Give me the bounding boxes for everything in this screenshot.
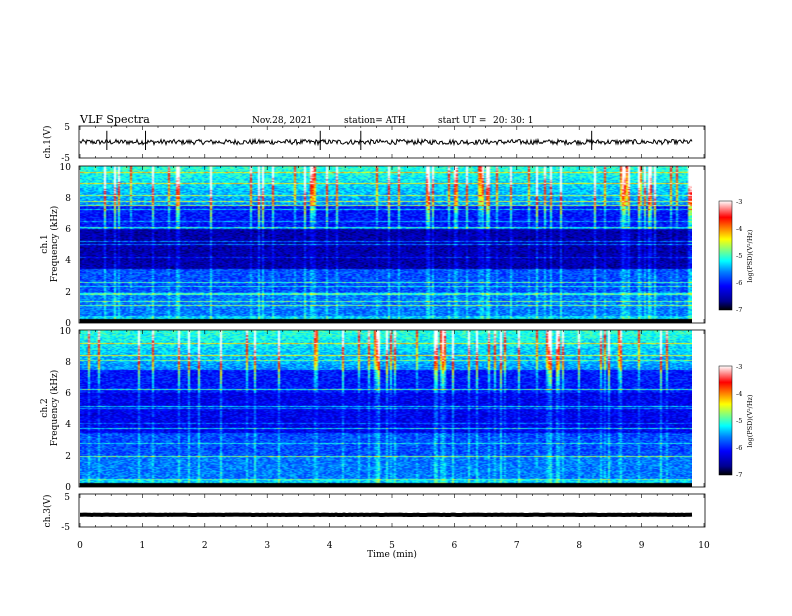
x-tick-label-6: 6 xyxy=(452,541,458,551)
ch1-colorbar-label: log(PSD)(V²/Hz) xyxy=(746,229,754,282)
ch1-ytick-top: 5 xyxy=(64,123,70,133)
ch1-spectrogram-panel: 0 2 4 6 8 10 ch.1 Frequency (kHz) -3 -4 … xyxy=(40,163,754,329)
ch1-freq-ticks: 0 2 4 6 8 10 xyxy=(60,163,72,329)
ch2-freq-ticks: 0 2 4 6 8 10 xyxy=(60,327,72,493)
figure-header: VLF Spectra Nov.28, 2021 station= ATH st… xyxy=(79,113,533,126)
time-axis-label: Time (min) xyxy=(367,549,417,560)
x-tick-label-1: 1 xyxy=(140,541,146,551)
ch2-spectrogram-panel: 0 2 4 6 8 10 ch.2 Frequency (kHz) -3 -4 … xyxy=(40,327,754,493)
ch1-colorbar: -3 -4 -5 -6 -7 log(PSD)(V²/Hz) xyxy=(718,198,754,314)
ch3-ytick-bottom: -5 xyxy=(61,523,70,533)
ch3-timeseries-panel: 5 -5 ch.3(V) xyxy=(42,493,706,533)
ch1-ytick-10: 10 xyxy=(60,163,72,173)
ch1-ytick-4: 4 xyxy=(65,256,71,266)
ch3-ylabel: ch.3(V) xyxy=(42,495,53,528)
x-tick-label-5: 5 xyxy=(389,541,395,551)
header-start-ut-value: 20: 30: 1 xyxy=(493,116,533,126)
ch1-cb-tick-m6: -6 xyxy=(736,279,742,287)
ch2-ytick-4: 4 xyxy=(65,420,71,430)
ch2-ytick-2: 2 xyxy=(65,452,71,462)
x-tick-label-3: 3 xyxy=(264,541,270,551)
x-tick-label-7: 7 xyxy=(514,541,520,551)
ch1-spikes xyxy=(106,130,593,150)
ch1-cb-tick-m7: -7 xyxy=(736,306,742,314)
x-tick-label-4: 4 xyxy=(327,541,333,551)
ch1-ytick-0: 0 xyxy=(65,319,71,329)
ch2-colorbar-label: log(PSD)(V²/Hz) xyxy=(746,394,754,447)
ch2-ylabel-line2: Frequency (kHz) xyxy=(49,370,60,447)
header-date: Nov.28, 2021 xyxy=(252,116,312,126)
ch2-ytick-10: 10 xyxy=(60,327,72,337)
ch1-spectrogram-image xyxy=(80,166,692,323)
x-tick-label-8: 8 xyxy=(576,541,582,551)
ch1-cb-tick-m3: -3 xyxy=(736,198,742,206)
x-tick-label-10: 10 xyxy=(698,541,710,551)
ch2-cb-tick-m3: -3 xyxy=(736,363,742,371)
time-axis-ticks: 0 1 2 3 4 5 6 7 8 9 10 xyxy=(77,126,710,551)
ch1-ylabel-line2: Frequency (kHz) xyxy=(49,206,60,283)
ch1-ytick-8: 8 xyxy=(65,194,71,204)
x-tick-label-9: 9 xyxy=(639,541,645,551)
ch2-ylabel-line1: ch.2 xyxy=(40,398,50,417)
ch2-ytick-6: 6 xyxy=(65,389,71,399)
x-tick-label-0: 0 xyxy=(77,541,83,551)
ch1-signal-trace xyxy=(79,137,693,147)
ch2-spectrogram-image xyxy=(80,330,692,487)
ch1-ytick-6: 6 xyxy=(65,225,71,235)
ch2-colorbar: -3 -4 -5 -6 -7 log(PSD)(V²/Hz) xyxy=(718,363,754,479)
ch2-colorbar-strip xyxy=(718,365,733,476)
ch2-ytick-8: 8 xyxy=(65,358,71,368)
ch1-ytick-bottom: -5 xyxy=(61,154,70,164)
ch1-cb-tick-m5: -5 xyxy=(736,252,742,260)
ch3-signal-trace xyxy=(80,512,693,518)
figure-title: VLF Spectra xyxy=(79,113,150,126)
ch3-ytick-top: 5 xyxy=(64,493,70,503)
x-tick-label-2: 2 xyxy=(202,541,208,551)
ch2-ytick-0: 0 xyxy=(65,483,71,493)
ch1-cb-tick-m4: -4 xyxy=(736,225,742,233)
ch2-cb-tick-m4: -4 xyxy=(736,390,742,398)
header-start-ut-label: start UT = xyxy=(438,116,486,126)
ch3-timeseries-frame xyxy=(78,493,706,528)
ch1-ylabel-line1: ch.1 xyxy=(40,234,50,253)
ch1-timeseries-panel: 5 -5 ch.1(V) xyxy=(42,123,706,164)
ch1-ylabel: ch.1(V) xyxy=(42,126,53,159)
ch1-colorbar-strip xyxy=(718,200,733,311)
ch2-cb-tick-m5: -5 xyxy=(736,417,742,425)
header-station: station= ATH xyxy=(344,116,406,126)
ch1-ytick-2: 2 xyxy=(65,288,71,298)
ch2-cb-tick-m6: -6 xyxy=(736,444,742,452)
ch2-cb-tick-m7: -7 xyxy=(736,471,742,479)
